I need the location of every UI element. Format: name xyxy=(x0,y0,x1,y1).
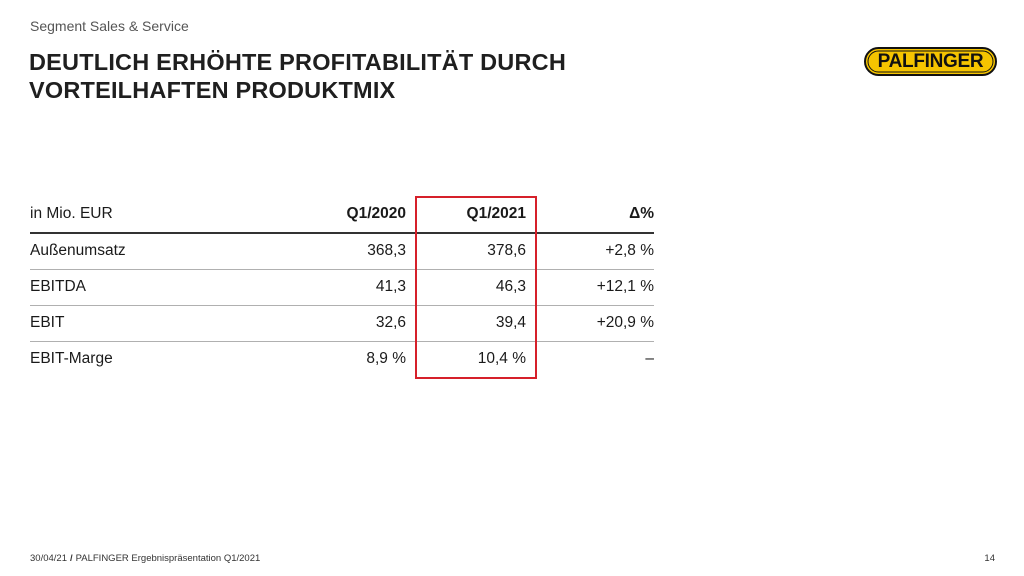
page-title: DEUTLICH ERHÖHTE PROFITABILITÄT DURCH VO… xyxy=(29,48,566,104)
header-q1-2020: Q1/2020 xyxy=(308,196,416,234)
title-line-1: DEUTLICH ERHÖHTE PROFITABILITÄT DURCH xyxy=(29,49,566,75)
cell-q1-2020: 32,6 xyxy=(308,305,416,342)
row-label: EBIT xyxy=(30,305,308,342)
cell-delta: +20,9 % xyxy=(538,305,654,342)
segment-label: Segment Sales & Service xyxy=(30,18,189,34)
title-line-2: VORTEILHAFTEN PRODUKTMIX xyxy=(29,77,396,103)
row-label: Außenumsatz xyxy=(30,233,308,270)
cell-q1-2021: 10,4 % xyxy=(477,350,526,368)
header-unit: in Mio. EUR xyxy=(30,196,308,234)
cell-delta: +2,8 % xyxy=(538,233,654,270)
table-row: EBIT 32,6 39,4 +20,9 % xyxy=(30,305,654,342)
logo-badge-icon xyxy=(864,47,997,76)
table-header-row: in Mio. EUR Q1/2020 Q1/2021 Δ% xyxy=(30,196,654,234)
cell-q1-2020: 368,3 xyxy=(308,233,416,270)
table-row: EBIT-Marge 8,9 % 10,4 % – xyxy=(30,341,654,377)
financials-table: in Mio. EUR Q1/2020 Q1/2021 Δ% Außenumsa… xyxy=(30,196,654,377)
footer-text: PALFINGER Ergebnispräsentation Q1/2021 xyxy=(75,553,261,564)
cell-q1-2021: 46,3 xyxy=(416,269,538,306)
cell-q1-2021: 39,4 xyxy=(416,305,538,342)
table-row: EBITDA 41,3 46,3 +12,1 % xyxy=(30,269,654,306)
cell-q1-2020: 8,9 % xyxy=(366,350,406,368)
footer: 30/04/21/PALFINGER Ergebnispräsentation … xyxy=(30,553,260,564)
cell-q1-2020: 41,3 xyxy=(308,269,416,306)
header-q1-2021: Q1/2021 xyxy=(416,196,538,234)
cell-delta: +12,1 % xyxy=(538,269,654,306)
palfinger-logo: PALFINGER xyxy=(864,47,997,76)
cell-delta: – xyxy=(645,350,654,368)
header-delta: Δ% xyxy=(538,196,654,234)
page-number: 14 xyxy=(984,553,995,564)
logo-text: PALFINGER xyxy=(877,50,984,72)
row-label: EBIT-Marge xyxy=(30,350,113,368)
cell-q1-2021: 378,6 xyxy=(416,233,538,270)
row-label: EBITDA xyxy=(30,269,308,306)
table-row: Außenumsatz 368,3 378,6 +2,8 % xyxy=(30,233,654,270)
footer-separator: / xyxy=(69,553,73,564)
footer-date: 30/04/21 xyxy=(30,553,67,564)
